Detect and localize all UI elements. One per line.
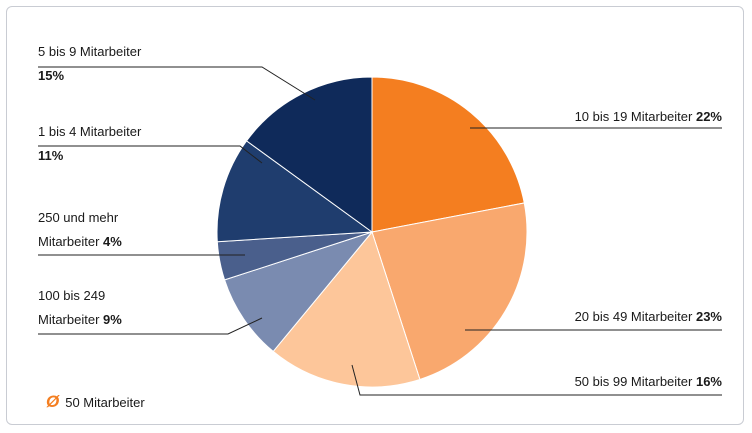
pie-slice (371, 76, 525, 233)
annotation-text: 50 Mitarbeiter (65, 395, 145, 410)
chart-frame (6, 6, 744, 425)
category-label: 1 bis 4 Mitarbeiter (38, 124, 142, 139)
slice-label: 100 bis 249 Mitarbeiter 9% (38, 284, 168, 332)
value-label: 9% (103, 312, 122, 327)
annotation: Ø 50 Mitarbeiter (46, 392, 145, 412)
leader-line (351, 364, 722, 396)
pie-slice (272, 230, 421, 388)
value-label: 23% (695, 309, 722, 324)
pie-slice (371, 202, 528, 381)
category-label: 5 bis 9 Mitarbeiter (38, 44, 142, 59)
pie-slice (245, 76, 373, 233)
category-label: 50 bis 99 Mitarbeiter (574, 374, 693, 389)
value-label: 4% (103, 234, 122, 249)
category-label: 20 bis 49 Mitarbeiter (574, 309, 693, 324)
pie-slice (216, 140, 374, 243)
leader-line (38, 66, 316, 101)
value-label: 16% (695, 374, 722, 389)
pie-slice (223, 230, 374, 353)
slice-label: 1 bis 4 Mitarbeiter 11% (38, 120, 168, 168)
annotation-symbol: Ø (46, 392, 60, 411)
leader-line (38, 317, 263, 335)
category-label: 250 und mehr Mitarbeiter (38, 210, 119, 249)
slice-label: 250 und mehr Mitarbeiter 4% (38, 206, 168, 254)
value-label: 11% (38, 148, 64, 163)
value-label: 15% (38, 68, 65, 83)
slice-label: 50 bis 99 Mitarbeiter 16% (575, 370, 722, 394)
slice-label: 5 bis 9 Mitarbeiter 15% (38, 40, 168, 88)
leader-line (38, 145, 263, 164)
slice-label: 20 bis 49 Mitarbeiter 23% (575, 305, 722, 329)
value-label: 22% (695, 109, 722, 124)
category-label: 100 bis 249 Mitarbeiter (38, 288, 106, 327)
slice-label: 10 bis 19 Mitarbeiter 22% (575, 105, 722, 129)
category-label: 10 bis 19 Mitarbeiter (574, 109, 693, 124)
